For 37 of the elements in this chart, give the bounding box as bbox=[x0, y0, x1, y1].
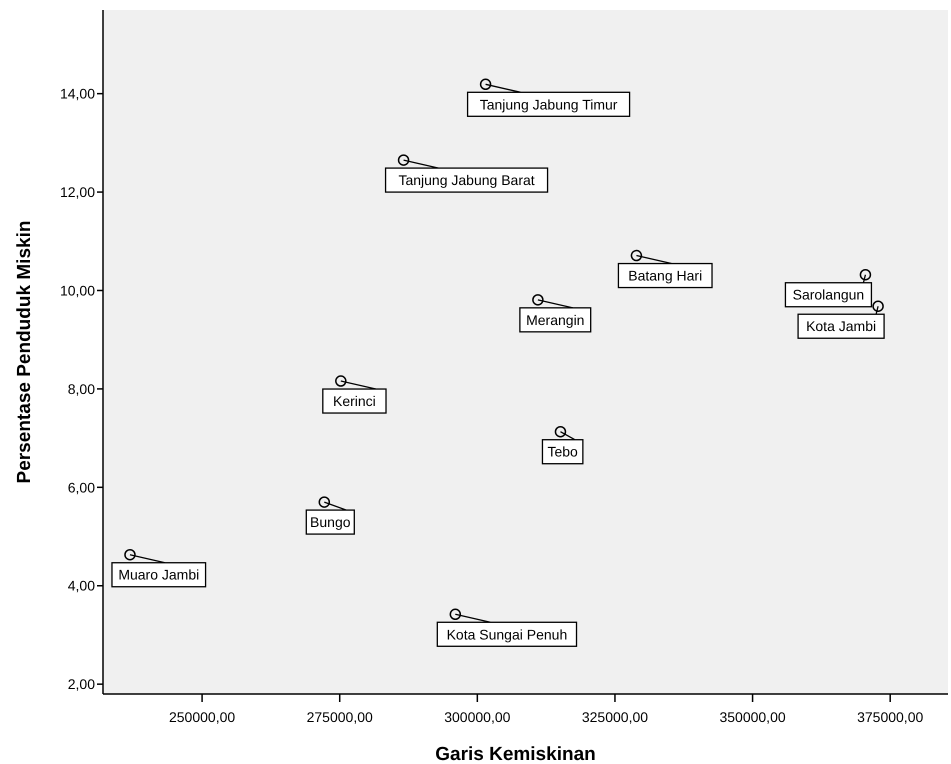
point bbox=[335, 375, 347, 387]
annotation: Kota Sungai Penuh bbox=[446, 626, 568, 642]
annotation: Tanjung Jabung Barat bbox=[398, 172, 535, 188]
point bbox=[630, 250, 642, 262]
point bbox=[872, 300, 884, 312]
y-tick-label: 12,00 bbox=[60, 184, 96, 200]
x-tick-label: 375000,00 bbox=[857, 709, 924, 725]
x-tick-label: 350000,00 bbox=[719, 709, 786, 725]
y-tick-label: 10,00 bbox=[60, 282, 96, 298]
point bbox=[318, 496, 330, 508]
x-tick-label: 250000,00 bbox=[168, 709, 236, 725]
x-tick-label: 300000,00 bbox=[444, 709, 511, 725]
x-axis-title: Garis Kemiskinan bbox=[435, 744, 596, 764]
annotation: Muaro Jambi bbox=[118, 566, 200, 583]
x-tick-label: 325000,00 bbox=[582, 709, 648, 725]
y-axis-title: Persentase Penduduk Miskin bbox=[14, 220, 35, 484]
annotation: Batang Hari bbox=[628, 268, 702, 284]
annotation: Tebo bbox=[547, 444, 578, 460]
y-tick-label: 8,00 bbox=[68, 380, 96, 397]
annotation: Bungo bbox=[310, 514, 351, 530]
point bbox=[532, 294, 544, 306]
y-tick-label: 14,00 bbox=[60, 86, 96, 102]
point bbox=[480, 78, 492, 90]
y-tick-label: 4,00 bbox=[68, 578, 96, 594]
annotation: Kota Jambi bbox=[806, 318, 876, 334]
point bbox=[450, 608, 462, 620]
annotation: Sarolangun bbox=[792, 286, 864, 303]
point bbox=[398, 154, 410, 166]
y-tick-label: 6,00 bbox=[68, 479, 96, 496]
annotation: Merangin bbox=[526, 312, 584, 328]
point bbox=[554, 426, 566, 438]
y-tick-label: 2,00 bbox=[68, 676, 96, 692]
annotation: Kerinci bbox=[333, 393, 376, 410]
x-tick-label: 275000,00 bbox=[306, 709, 374, 725]
point bbox=[860, 268, 872, 280]
annotation: Tanjung Jabung Timur bbox=[480, 96, 618, 112]
point bbox=[124, 548, 136, 560]
